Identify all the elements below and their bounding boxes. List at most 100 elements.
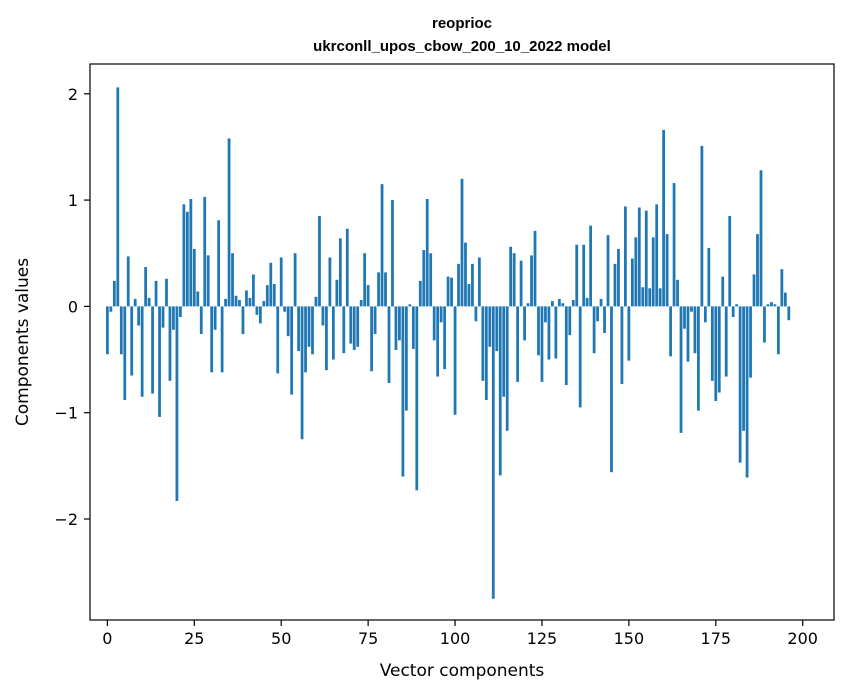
bar-158 <box>655 204 659 307</box>
bar-172 <box>703 306 707 323</box>
bar-176 <box>717 306 721 393</box>
bar-25 <box>192 248 196 307</box>
bar-22 <box>182 204 186 307</box>
bar-117 <box>512 253 516 307</box>
bar-33 <box>220 306 224 373</box>
bar-69 <box>345 228 349 307</box>
bar-74 <box>363 253 367 307</box>
bar-79 <box>380 184 384 307</box>
bar-195 <box>783 292 787 307</box>
bar-76 <box>370 306 373 372</box>
bar-180 <box>731 306 735 318</box>
bar-161 <box>665 234 669 307</box>
bar-196 <box>787 306 791 321</box>
bar-97 <box>443 306 447 370</box>
bar-175 <box>714 306 718 402</box>
bar-72 <box>356 306 360 347</box>
bar-66 <box>335 279 339 307</box>
bar-15 <box>158 306 161 417</box>
bar-38 <box>238 300 241 307</box>
bar-32 <box>217 220 221 307</box>
bar-132 <box>564 306 568 386</box>
bar-139 <box>589 225 593 307</box>
bar-77 <box>373 306 377 335</box>
bar-90 <box>418 280 422 307</box>
y-tick-label-2: 0 <box>68 297 78 316</box>
bar-141 <box>596 306 599 322</box>
bars-group <box>105 87 791 599</box>
bar-155 <box>644 210 648 307</box>
bar-167 <box>686 306 690 362</box>
bar-56 <box>300 306 304 440</box>
bar-70 <box>349 306 353 344</box>
bar-12 <box>147 297 151 307</box>
bar-41 <box>248 297 252 307</box>
bar-4 <box>119 306 123 355</box>
bar-53 <box>290 306 294 395</box>
bar-1 <box>109 306 113 312</box>
bar-126 <box>544 306 547 323</box>
bar-27 <box>199 306 203 335</box>
bar-26 <box>196 291 200 307</box>
y-axis-label: Components values <box>13 258 33 426</box>
bar-194 <box>780 269 784 307</box>
bar-181 <box>735 304 739 307</box>
bar-109 <box>484 306 488 400</box>
bar-135 <box>575 244 579 307</box>
bar-183 <box>742 306 745 431</box>
y-tick-label-1: 1 <box>68 191 78 210</box>
bar-75 <box>366 285 370 307</box>
bar-21 <box>179 306 182 318</box>
bar-144 <box>606 235 610 307</box>
bar-128 <box>551 301 554 307</box>
bar-138 <box>585 297 589 307</box>
bar-192 <box>773 304 777 307</box>
bar-19 <box>172 306 175 330</box>
bar-113 <box>498 306 502 476</box>
bar-170 <box>697 306 700 411</box>
bar-73 <box>359 300 363 307</box>
bar-169 <box>693 306 697 354</box>
bar-157 <box>651 237 655 307</box>
bar-9 <box>137 306 141 326</box>
bar-50 <box>279 257 283 307</box>
x-tick-label-2: 50 <box>271 629 291 648</box>
bar-83 <box>394 306 398 350</box>
bar-116 <box>509 246 513 307</box>
bar-52 <box>286 306 290 337</box>
bar-153 <box>637 207 641 307</box>
bar-145 <box>610 306 613 473</box>
bar-118 <box>516 306 520 382</box>
bar-173 <box>707 247 711 307</box>
x-tick-label-8: 200 <box>787 629 818 648</box>
bar-150 <box>627 306 631 361</box>
bar-71 <box>352 306 356 350</box>
x-tick-label-3: 75 <box>358 629 378 648</box>
bar-3 <box>116 87 120 307</box>
bar-29 <box>206 255 210 307</box>
bar-61 <box>318 216 321 307</box>
bar-42 <box>252 274 255 307</box>
bar-127 <box>547 306 551 360</box>
bar-112 <box>495 306 499 352</box>
bar-193 <box>776 306 780 355</box>
bar-18 <box>168 306 172 381</box>
x-tick-label-1: 25 <box>184 629 204 648</box>
bar-57 <box>304 306 307 373</box>
bar-49 <box>276 306 280 374</box>
bar-151 <box>630 258 634 307</box>
bar-10 <box>140 306 144 397</box>
bar-185 <box>749 306 752 378</box>
bar-80 <box>384 272 387 307</box>
x-tick-label-4: 100 <box>440 629 471 648</box>
bar-124 <box>537 306 540 356</box>
bar-87 <box>408 304 412 307</box>
bar-133 <box>568 306 572 336</box>
bar-146 <box>613 263 617 307</box>
x-tick-label-6: 150 <box>614 629 645 648</box>
bar-14 <box>154 280 158 307</box>
bar-165 <box>679 306 683 433</box>
bar-54 <box>293 253 297 307</box>
bar-147 <box>617 248 620 307</box>
